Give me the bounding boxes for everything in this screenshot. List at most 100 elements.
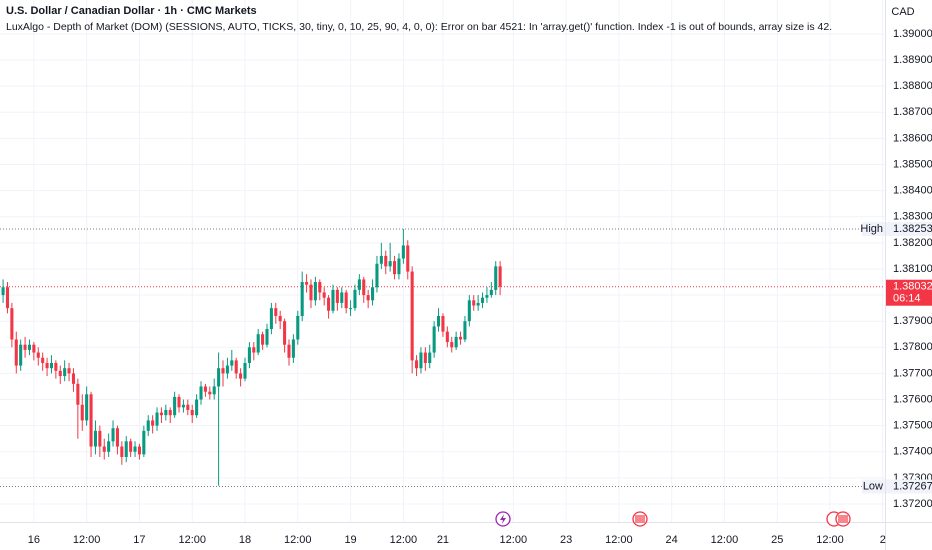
candle-body [5,287,10,309]
candle-body [142,430,146,455]
candle-body [129,441,133,452]
candle-body [287,344,291,358]
candle-body [498,266,502,287]
y-tick-label: 1.37900 [893,315,932,327]
flag-glyph [838,515,848,523]
candle-body [327,297,331,311]
candle-body [401,245,405,259]
candle-body [146,420,150,431]
candles [1,229,502,486]
event-icons [495,511,851,527]
flag-glyph [635,515,645,523]
marker-value-box [886,222,932,237]
y-tick-label: 1.37500 [893,420,932,432]
candle-body [437,315,441,327]
candle-body [485,295,489,298]
candle-body [265,329,269,345]
y-tick-label: 1.38300 [893,211,932,223]
y-tick-label: 1.38600 [893,132,932,144]
y-tick-label: 1.37700 [893,367,932,379]
x-tick-label: 24 [666,534,678,546]
candle-body [199,386,203,400]
x-tick-label: 19 [344,534,356,546]
x-tick-label: 21 [437,534,449,546]
candle-body [340,292,344,303]
x-tick-label: 12:00 [73,534,101,546]
candle-body [366,295,370,301]
x-tick-label: 12:00 [605,534,633,546]
candle-body [137,446,141,455]
x-tick-label: 2 [880,534,886,546]
candle-body [454,336,458,348]
candle-body [173,396,177,416]
candle-body [252,347,256,353]
candle-body [195,399,199,416]
candle-body [102,446,106,452]
level-lines [0,228,885,487]
candle-body [256,334,260,353]
candle-body [32,344,36,353]
last-price: 1.38032 [893,281,932,293]
x-tick-label: 18 [239,534,251,546]
candle-body [14,339,18,366]
candle-body [239,373,243,379]
candle-body [415,360,419,369]
y-tick-label: 1.38700 [893,106,932,118]
candle-body [467,300,471,322]
candle-body [300,282,304,316]
candle-body [463,321,467,340]
candle-body [89,394,93,447]
x-tick-label: 23 [560,534,572,546]
candle-body [375,263,379,288]
candle-body [410,271,414,361]
x-tick-label: 12:00 [711,534,739,546]
candle-body [80,404,84,421]
candle-body [54,362,58,371]
candle-body [296,315,300,340]
candle-body [155,412,159,426]
candle-body [234,360,238,374]
axis-labels: 1.39000 1.38900 1.38800 1.38700 1.38600 1.385… [28,28,932,546]
x-tick-label: 17 [133,534,145,546]
y-tick-label: 1.39000 [893,28,932,40]
marker-value: 1.38253 [893,223,932,235]
candle-body [278,315,282,322]
x-tick-label: 12:00 [178,534,206,546]
candle-body [181,404,185,408]
chart-title: U.S. Dollar / Canadian Dollar · 1h · CMC… [6,5,257,17]
candle-body [49,362,54,369]
candle-body [489,289,493,296]
candle-body [208,391,212,395]
candle-body [335,289,339,303]
candle-body [269,308,273,330]
y-tick-label: 1.38800 [893,80,932,92]
event-icon-glyph [500,514,506,524]
candle-body [423,352,427,363]
candle-body [458,336,463,340]
candle-body [159,412,163,416]
y-tick-label: 1.38400 [893,185,932,197]
countdown: 06:14 [893,293,921,305]
candle-body [164,409,168,416]
candle-body [331,289,335,311]
candle-body [85,394,89,421]
candle-body [225,365,229,374]
marker-tag [862,222,885,237]
candle-body [186,404,190,410]
y-tick-label: 1.37800 [893,341,932,353]
candle-body [98,430,102,447]
candle-body [291,339,295,358]
y-tick-label: 1.38900 [893,54,932,66]
candle-body [318,282,322,293]
candle-body [247,347,251,363]
candle-body [36,352,40,358]
candle-body [10,308,14,340]
grid [0,0,885,522]
candle-body [168,409,172,416]
candle-body [432,326,436,353]
candle-body [190,409,194,416]
marker-value-box [886,479,932,494]
candle-body [384,255,388,267]
